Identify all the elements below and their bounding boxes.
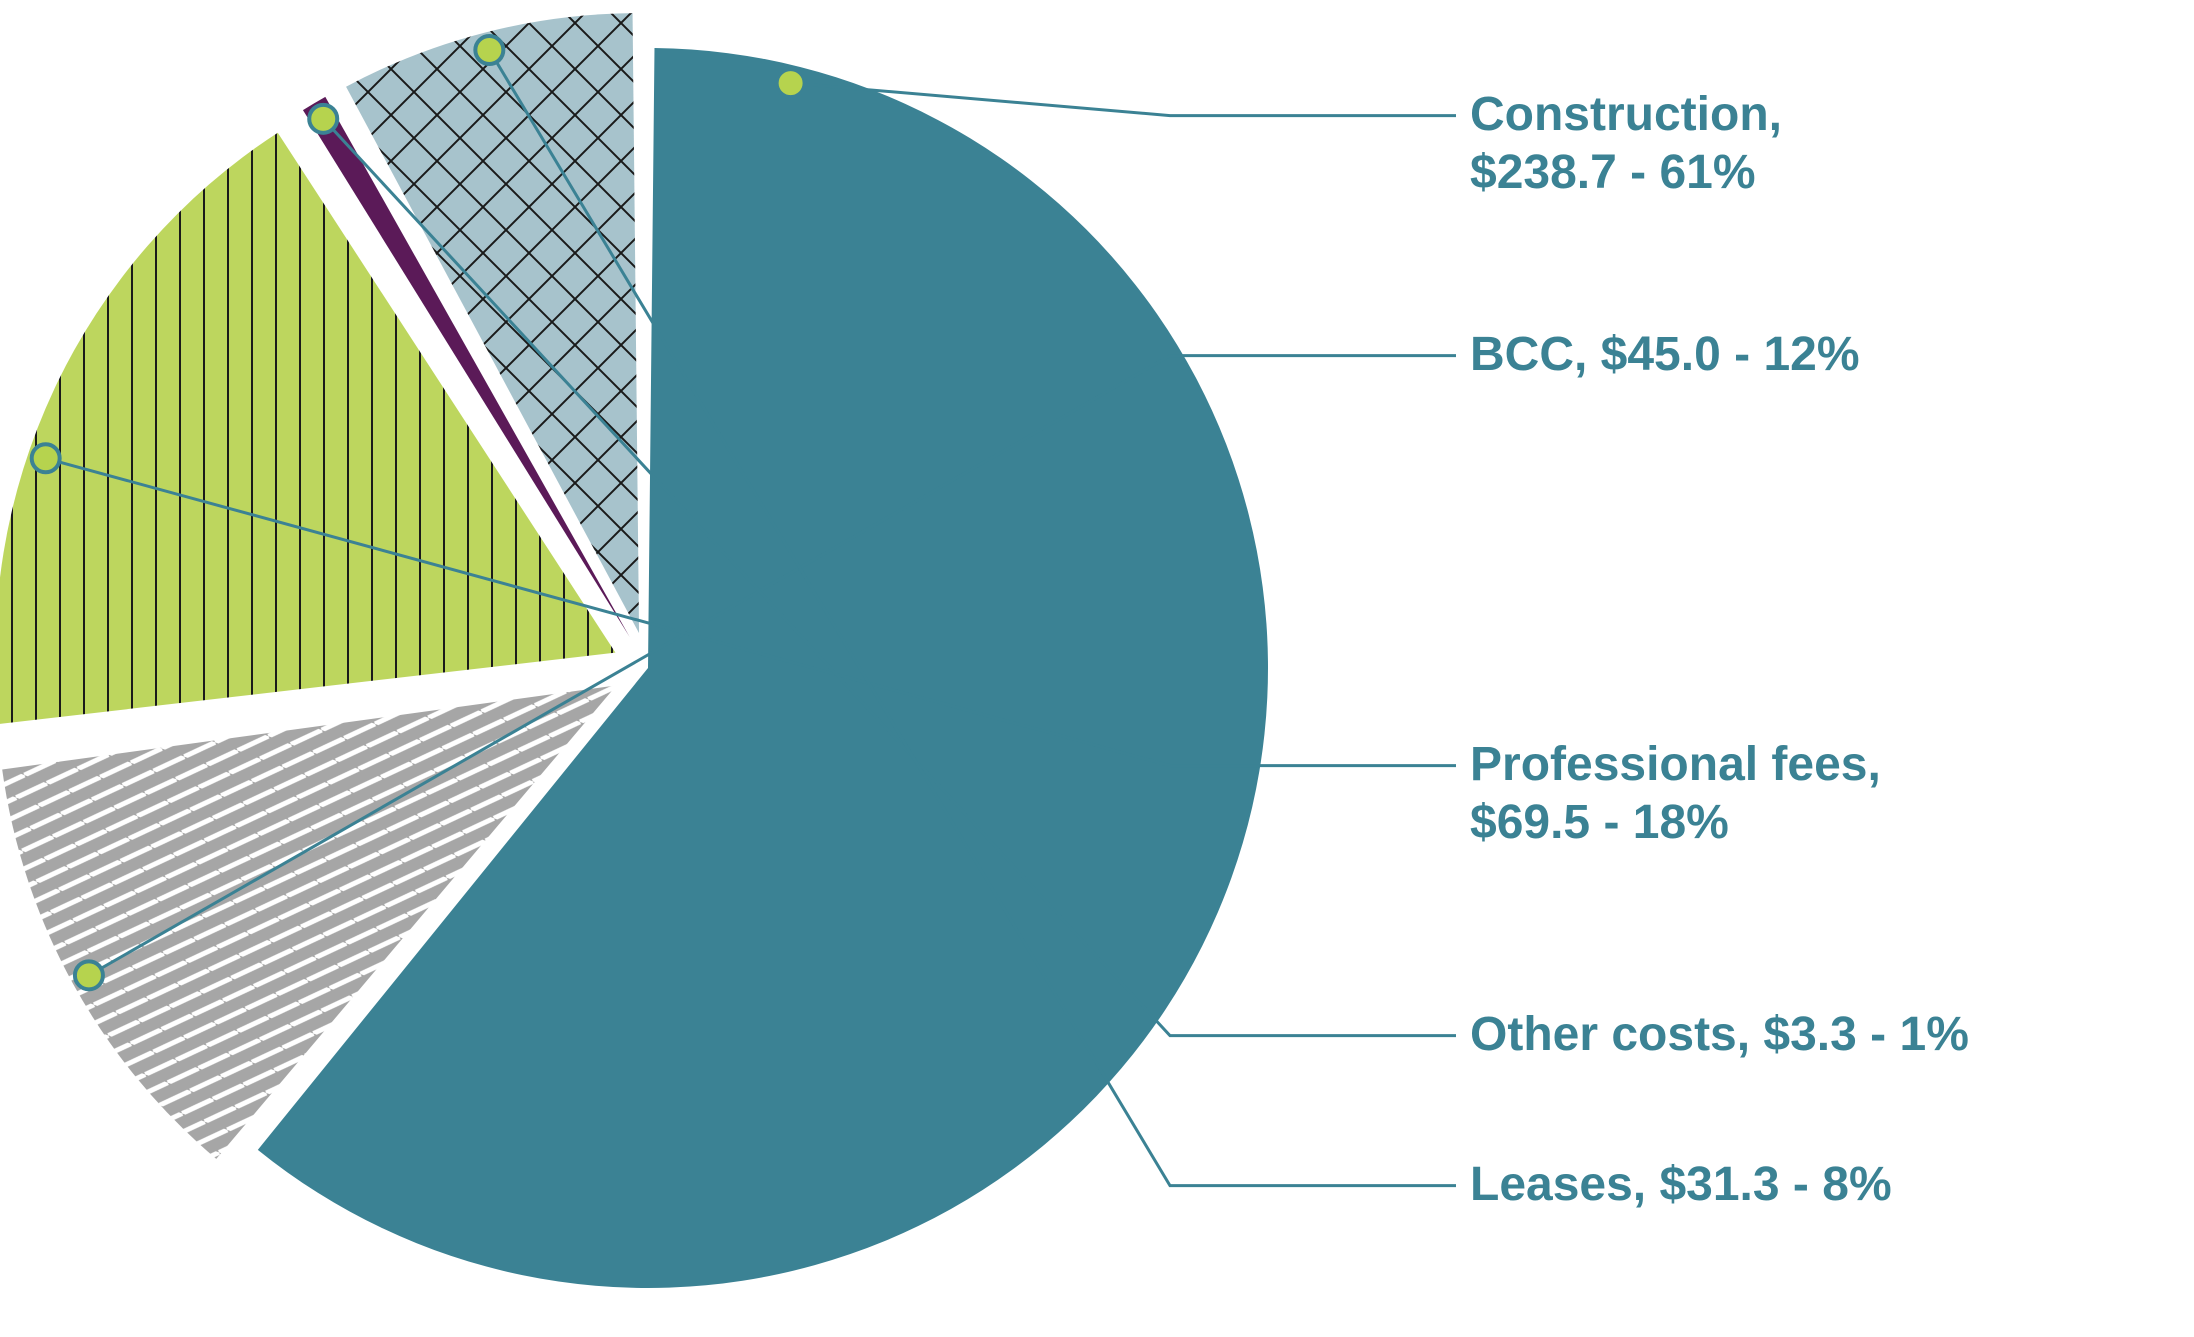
- label-other-costs: Other costs, $3.3 - 1%: [1470, 1008, 1969, 1061]
- label-construction: Construction,$238.7 - 61%: [1470, 88, 1782, 199]
- label-professional-fees-line0: Professional fees,: [1470, 738, 1881, 791]
- label-leases: Leases, $31.3 - 8%: [1470, 1158, 1892, 1211]
- label-leases-line0: Leases, $31.3 - 8%: [1470, 1158, 1892, 1211]
- label-bcc: BCC, $45.0 - 12%: [1470, 328, 1860, 381]
- label-professional-fees-line1: $69.5 - 18%: [1470, 796, 1729, 849]
- label-other-costs-line0: Other costs, $3.3 - 1%: [1470, 1008, 1969, 1061]
- marker-professional-fees: [32, 444, 60, 472]
- pie-chart: Construction,$238.7 - 61% BCC, $45.0 - 12…: [0, 0, 2194, 1337]
- label-professional-fees: Professional fees,$69.5 - 18%: [1470, 738, 1881, 849]
- label-construction-line1: $238.7 - 61%: [1470, 146, 1756, 199]
- label-construction-line0: Construction,: [1470, 88, 1782, 141]
- marker-construction: [777, 69, 805, 97]
- label-bcc-line0: BCC, $45.0 - 12%: [1470, 328, 1860, 381]
- marker-leases: [475, 36, 503, 64]
- marker-other-costs: [309, 105, 337, 133]
- marker-bcc: [75, 961, 103, 989]
